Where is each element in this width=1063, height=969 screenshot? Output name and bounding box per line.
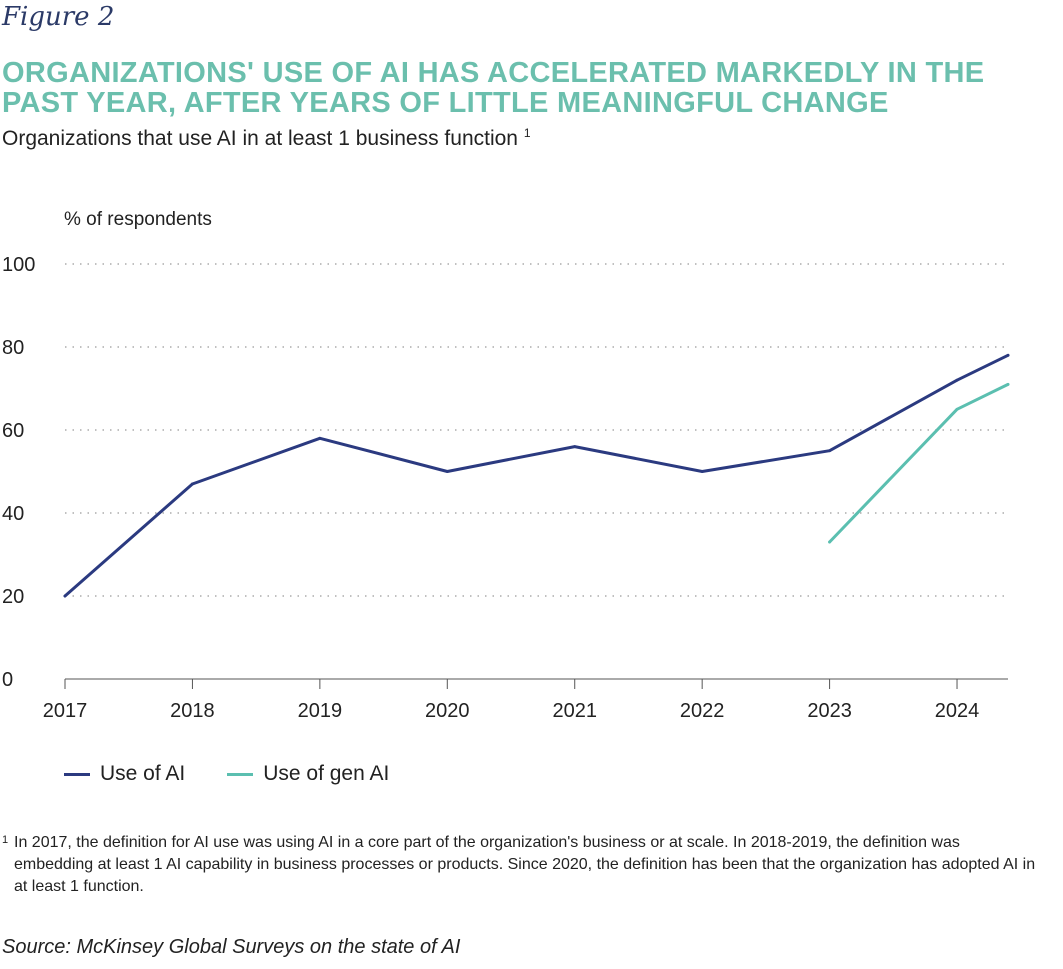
legend-swatch-use-of-gen-ai <box>227 772 254 776</box>
data-point-use-of-gen-ai <box>828 540 831 544</box>
series-line-use-of-gen-ai <box>828 382 1010 544</box>
x-tick-label-2020: 2020 <box>425 700 470 722</box>
data-point-use-of-ai <box>700 470 704 473</box>
footnote-text: In 2017, the definition for AI use was u… <box>14 834 1036 895</box>
chart-title: Organizations' use of AI has accelerated… <box>2 57 985 119</box>
footnote: 1 In 2017, the definition for AI use was… <box>2 832 1042 898</box>
x-tick-label-2017: 2017 <box>43 700 88 722</box>
legend-swatch-use-of-ai <box>64 772 90 776</box>
x-tick-label-2018: 2018 <box>170 700 215 722</box>
data-point-use-of-ai <box>828 449 831 453</box>
data-point-use-of-ai <box>318 436 322 440</box>
source-note: Source: McKinsey Global Surveys on the s… <box>2 936 461 958</box>
data-point-use-of-ai <box>191 482 194 486</box>
legend-label-use-of-ai: Use of AI <box>100 762 186 785</box>
legend-label-use-of-gen-ai: Use of gen AI <box>263 762 390 785</box>
data-point-use-of-ai <box>63 594 67 598</box>
subtitle-text: Organizations that use AI in at least 1 … <box>2 127 518 150</box>
subtitle-footnote-marker: 1 <box>523 126 531 140</box>
data-point-use-of-ai <box>445 470 449 473</box>
y-axis-ticks: 0 20 40 60 80 100 <box>2 254 35 691</box>
line-chart: 0 20 40 60 80 100 2017 2018 2019 2020 2021 2022 202… <box>2 254 1010 722</box>
y-tick-label-0: 0 <box>2 669 13 691</box>
legend-item-use-of-ai: Use of AI <box>64 762 185 786</box>
data-point-use-of-gen-ai <box>1006 382 1010 386</box>
data-point-use-of-ai <box>1006 353 1010 357</box>
series-line-use-of-ai <box>63 353 1010 598</box>
legend-item-use-of-gen-ai: Use of gen AI <box>227 762 389 786</box>
y-tick-label-100: 100 <box>2 254 35 276</box>
x-tick-label-2024: 2024 <box>935 700 980 722</box>
y-tick-label-80: 80 <box>2 337 24 359</box>
y-tick-label-20: 20 <box>2 586 24 608</box>
figure-label: Figure 2 <box>2 2 115 32</box>
x-axis: 2017 2018 2019 2020 2021 2022 2023 2024 <box>43 678 1008 722</box>
series-lines <box>63 353 1010 598</box>
footnote-marker: 1 <box>2 834 9 846</box>
chart-subtitle: Organizations that use AI in at least 1 … <box>2 126 531 151</box>
x-tick-label-2022: 2022 <box>680 700 725 722</box>
data-point-use-of-gen-ai <box>955 407 959 411</box>
data-point-use-of-ai <box>573 445 577 448</box>
legend: Use of AI Use of gen AI <box>64 762 431 786</box>
y-tick-label-40: 40 <box>2 503 24 525</box>
x-tick-label-2023: 2023 <box>807 700 852 722</box>
y-tick-label-60: 60 <box>2 420 24 442</box>
data-point-use-of-ai <box>955 378 959 382</box>
x-tick-label-2019: 2019 <box>298 700 343 722</box>
x-tick-label-2021: 2021 <box>552 700 597 722</box>
y-axis-label: % of respondents <box>64 209 212 230</box>
